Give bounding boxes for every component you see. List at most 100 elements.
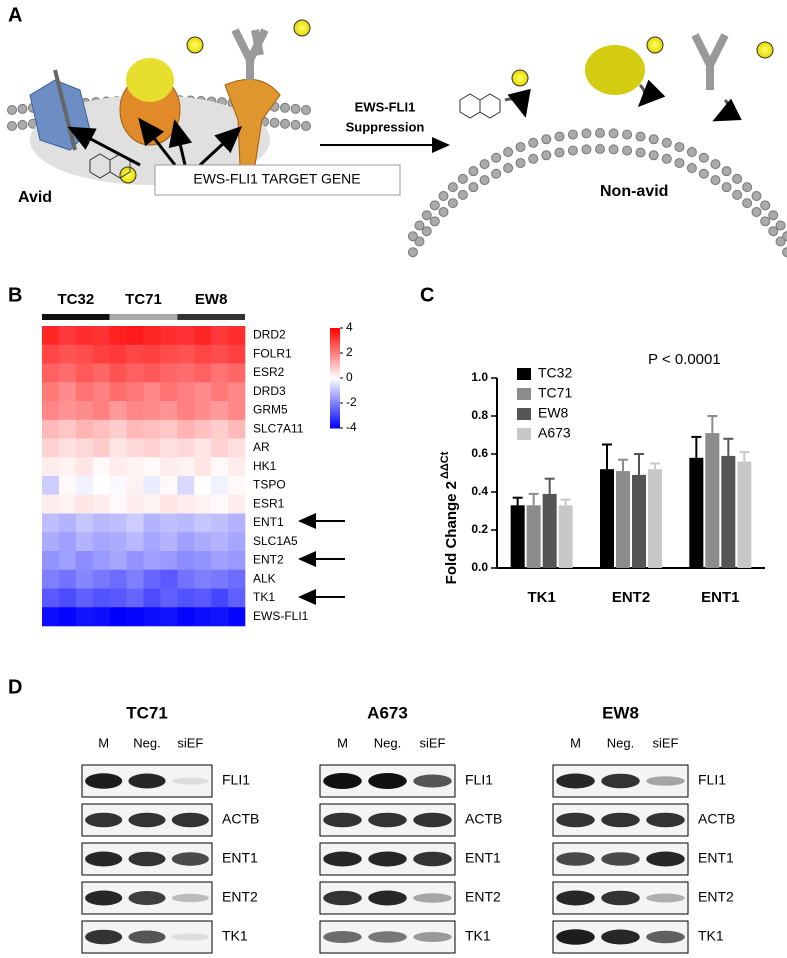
heat-cell xyxy=(109,363,127,383)
heat-cell xyxy=(177,344,195,364)
colorbar-segment xyxy=(330,382,340,385)
lipid xyxy=(554,131,565,142)
heat-cell xyxy=(126,607,144,627)
heat-cell xyxy=(109,457,127,477)
heat-cell xyxy=(143,363,161,383)
heat-cell xyxy=(228,588,246,608)
heat-cell xyxy=(126,569,144,589)
protein-label: TK1 xyxy=(698,928,724,944)
legend-swatch xyxy=(517,428,531,440)
y-tick-label: 1.0 xyxy=(471,370,488,384)
lipid xyxy=(567,129,578,140)
lipid xyxy=(421,210,432,221)
lipid xyxy=(567,145,578,156)
heat-cell xyxy=(194,588,212,608)
heat-cell xyxy=(58,513,77,533)
colorbar-segment xyxy=(330,380,340,383)
heat-cell xyxy=(58,532,77,552)
colorbar-tick-label: -2 xyxy=(346,395,357,409)
bar xyxy=(558,505,573,568)
heat-cell xyxy=(75,344,94,364)
colorbar-segment xyxy=(330,344,340,347)
heat-cell xyxy=(58,551,77,571)
heat-cell xyxy=(228,344,246,364)
heat-cell xyxy=(143,607,161,627)
lipid xyxy=(622,129,633,140)
heat-cell xyxy=(194,344,212,364)
legend-swatch xyxy=(517,368,531,380)
row-label: DRD3 xyxy=(253,384,286,398)
lipid xyxy=(581,144,592,155)
blot-band xyxy=(556,890,595,906)
blot-band xyxy=(413,932,452,942)
heat-cell xyxy=(194,438,212,458)
heat-cell xyxy=(160,607,178,627)
heat-cell xyxy=(58,382,77,402)
heat-cell xyxy=(126,551,144,571)
blot-band xyxy=(368,851,407,867)
heat-cell xyxy=(194,363,212,383)
heat-cell xyxy=(42,569,60,589)
lipid xyxy=(528,153,539,164)
colorbar-segment xyxy=(330,394,340,397)
blot-band xyxy=(413,812,452,828)
lipid xyxy=(503,163,514,174)
heat-cell xyxy=(211,344,229,364)
lipid xyxy=(674,158,685,169)
lipid xyxy=(686,147,697,158)
heat-cell xyxy=(126,457,144,477)
panel-a-art xyxy=(7,19,787,258)
heat-cell xyxy=(58,476,77,496)
heat-cell xyxy=(126,532,144,552)
lipid xyxy=(17,103,28,114)
heat-cell xyxy=(160,382,178,402)
lipid xyxy=(429,200,440,211)
heat-cell xyxy=(58,588,77,608)
lipid xyxy=(635,131,646,142)
protein-label: FLI1 xyxy=(222,772,250,788)
group-label: TC32 xyxy=(57,291,94,308)
y-axis-label-superscript: ΔΔCt xyxy=(439,451,451,479)
lipid xyxy=(280,102,290,113)
colorbar-segment xyxy=(330,340,340,343)
lane-label: M xyxy=(570,735,581,750)
heat-cell xyxy=(92,569,110,589)
heat-cell xyxy=(160,588,178,608)
lipid xyxy=(407,231,418,242)
heat-cell xyxy=(177,401,195,421)
panel-label: D xyxy=(8,676,22,698)
heat-cell xyxy=(143,588,161,608)
annotation: P < 0.0001 xyxy=(648,351,721,368)
lipid xyxy=(301,121,311,131)
heat-cell xyxy=(194,551,212,571)
blot-band xyxy=(323,890,362,906)
blot-band xyxy=(413,893,452,903)
heat-cell xyxy=(177,457,195,477)
heat-cell xyxy=(58,457,77,477)
heat-cell xyxy=(143,419,161,439)
heat-cell xyxy=(75,326,94,346)
heat-cell xyxy=(92,401,110,421)
heat-cell xyxy=(177,382,195,402)
heat-cell xyxy=(126,438,144,458)
blot-band xyxy=(646,812,685,828)
bar xyxy=(721,455,736,568)
colorbar-segment xyxy=(330,426,340,429)
blot-band xyxy=(128,930,166,944)
heat-cell xyxy=(228,476,246,496)
heat-cell xyxy=(75,457,94,477)
lane-label: Neg. xyxy=(607,735,634,750)
tracer xyxy=(186,36,204,54)
heat-cell xyxy=(75,494,94,514)
heat-cell xyxy=(42,607,60,627)
lipid xyxy=(528,137,539,148)
colorbar-segment xyxy=(330,412,340,415)
lipid xyxy=(468,166,479,177)
blot-band xyxy=(601,929,640,945)
lipid xyxy=(280,118,290,129)
bar xyxy=(632,474,646,568)
row-label: TK1 xyxy=(253,590,275,604)
lipid xyxy=(782,247,787,258)
heat-cell xyxy=(194,494,212,514)
heat-cell xyxy=(92,382,110,402)
